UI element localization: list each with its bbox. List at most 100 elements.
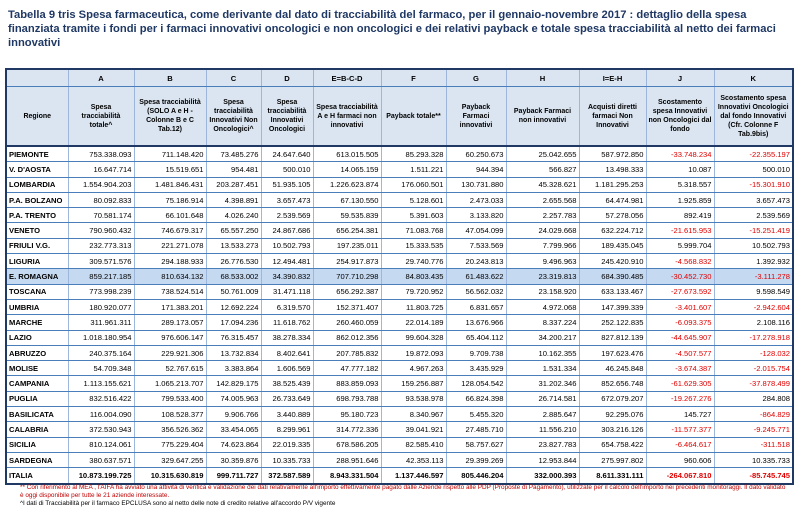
value-cell: 12.494.481 bbox=[260, 253, 313, 270]
value-cell: 11.556.210 bbox=[505, 421, 579, 438]
value-cell: 4.398.891 bbox=[205, 192, 261, 209]
value-cell: 10.087 bbox=[645, 161, 714, 178]
value-cell: 2.655.568 bbox=[505, 192, 579, 209]
value-cell: 380.637.571 bbox=[67, 452, 134, 469]
value-cell: 10.873.199.725 bbox=[67, 467, 134, 485]
region-cell: TOSCANA bbox=[5, 284, 68, 300]
value-cell: -4.568.832 bbox=[645, 253, 714, 270]
value-cell: 4.026.240 bbox=[205, 207, 261, 224]
region-cell: LOMBARDIA bbox=[5, 177, 68, 193]
value-cell: 678.586.205 bbox=[312, 437, 381, 453]
value-cell: 654.758.422 bbox=[578, 437, 646, 453]
column-letter: D bbox=[260, 68, 313, 87]
value-cell: 11.618.762 bbox=[260, 314, 313, 331]
column-letter: E=B-C-D bbox=[312, 68, 381, 87]
table-row: SICILIA 810.124.061 775.229.404 74.623.864 2… bbox=[5, 437, 794, 453]
value-cell: 656.254.381 bbox=[312, 222, 381, 239]
value-cell: 698.793.788 bbox=[312, 391, 381, 408]
table-row: VENETO 790.960.432 746.679.317 65.557.250 24… bbox=[5, 222, 794, 239]
value-cell: 10.315.630.819 bbox=[133, 467, 206, 485]
value-cell: 3.440.889 bbox=[260, 406, 313, 423]
value-cell: -17.278.918 bbox=[713, 330, 794, 346]
column-header: Scostamento spesa Innovativi Oncologici … bbox=[713, 86, 794, 147]
value-cell: 656.292.387 bbox=[312, 284, 381, 300]
value-cell: 17.094.236 bbox=[205, 314, 261, 331]
table-row: CAMPANIA 1.113.155.621 1.065.213.707 142.82… bbox=[5, 375, 794, 392]
value-cell: 2.539.569 bbox=[260, 207, 313, 224]
table-row: CALABRIA 372.530.943 356.526.362 33.454.065… bbox=[5, 421, 794, 438]
column-header: Spesa tracciabilità A e H farmaci non in… bbox=[312, 86, 381, 147]
value-cell: 57.278.056 bbox=[578, 207, 646, 224]
column-letter: I=E-H bbox=[578, 68, 646, 87]
value-cell: 954.481 bbox=[205, 161, 261, 178]
value-cell: 805.446.204 bbox=[445, 467, 506, 485]
table-row: UMBRIA 180.920.077 171.383.201 12.692.224 6.… bbox=[5, 299, 794, 316]
value-cell: 1.531.334 bbox=[505, 360, 579, 377]
value-cell: 2.885.647 bbox=[505, 406, 579, 423]
value-cell: 95.180.723 bbox=[312, 406, 381, 423]
value-cell: 16.647.714 bbox=[67, 161, 134, 178]
table-row: P.A. TRENTO 70.581.174 66.101.648 4.026.240… bbox=[5, 207, 794, 224]
value-cell: 11.803.725 bbox=[380, 299, 446, 316]
value-cell: 7.533.569 bbox=[445, 238, 506, 255]
value-cell: 26.714.581 bbox=[505, 391, 579, 408]
value-cell: 93.538.978 bbox=[380, 391, 446, 408]
cell bbox=[5, 68, 68, 87]
column-header: Spesa tracciabilità (SOLO A e H - Colonn… bbox=[133, 86, 206, 147]
value-cell: 566.827 bbox=[505, 161, 579, 178]
value-cell: 13.498.333 bbox=[578, 161, 646, 178]
value-cell: 356.526.362 bbox=[133, 421, 206, 438]
column-header: Spesa tracciabilità Innovativi Oncologic… bbox=[260, 86, 313, 147]
value-cell: 10.335.733 bbox=[713, 452, 794, 469]
value-cell: 65.557.250 bbox=[205, 222, 261, 239]
value-cell: 23.319.813 bbox=[505, 268, 579, 285]
region-cell: P.A. BOLZANO bbox=[5, 192, 68, 209]
value-cell: 23.158.920 bbox=[505, 284, 579, 300]
value-cell: 29.740.776 bbox=[380, 253, 446, 270]
value-cell: 60.250.673 bbox=[445, 146, 506, 163]
value-cell: 66.101.648 bbox=[133, 207, 206, 224]
value-cell: 10.335.733 bbox=[260, 452, 313, 469]
value-cell: 1.137.446.597 bbox=[380, 467, 446, 485]
column-header: Acquisti diretti farmaci Non Innovativi bbox=[578, 86, 646, 147]
value-cell: 810.634.132 bbox=[133, 268, 206, 285]
value-cell: 75.186.914 bbox=[133, 192, 206, 209]
value-cell: -6.093.375 bbox=[645, 314, 714, 331]
value-cell: 8.340.967 bbox=[380, 406, 446, 423]
value-cell: 1.554.904.203 bbox=[67, 177, 134, 193]
value-cell: 275.997.802 bbox=[578, 452, 646, 469]
value-cell: 66.824.398 bbox=[445, 391, 506, 408]
data-table: A B C D E=B-C-D F G H I=E-H J K Regione Spesa tracci… bbox=[5, 68, 794, 485]
value-cell: -44.645.907 bbox=[645, 330, 714, 346]
table-row: MARCHE 311.961.311 289.173.057 17.094.236 11… bbox=[5, 314, 794, 331]
region-cell: PUGLIA bbox=[5, 391, 68, 408]
table-row: ITALIA 10.873.199.725 10.315.630.819 999.71… bbox=[5, 467, 794, 485]
value-cell: 38.278.334 bbox=[260, 330, 313, 346]
value-cell: 613.015.505 bbox=[312, 146, 381, 163]
value-cell: 79.720.952 bbox=[380, 284, 446, 300]
value-cell: -61.629.305 bbox=[645, 375, 714, 392]
value-cell: 24.647.640 bbox=[260, 146, 313, 163]
value-cell: 9.906.766 bbox=[205, 406, 261, 423]
value-cell: 176.060.501 bbox=[380, 177, 446, 193]
value-cell: 707.710.298 bbox=[312, 268, 381, 285]
column-header: Payback totale** bbox=[380, 86, 446, 147]
value-cell: 13.732.834 bbox=[205, 345, 261, 362]
value-cell: 254.917.873 bbox=[312, 253, 381, 270]
value-cell: 500.010 bbox=[713, 161, 794, 178]
value-cell: 799.533.400 bbox=[133, 391, 206, 408]
header-row: Regione Spesa tracciabilità totale^ Spesa … bbox=[5, 86, 794, 147]
value-cell: 3.383.864 bbox=[205, 360, 261, 377]
column-header: Spesa tracciabilità totale^ bbox=[67, 86, 134, 147]
value-cell: 24.029.668 bbox=[505, 222, 579, 239]
value-cell: 372.587.589 bbox=[260, 467, 313, 485]
region-cell: PIEMONTE bbox=[5, 146, 68, 163]
value-cell: 22.014.189 bbox=[380, 314, 446, 331]
value-cell: -37.878.499 bbox=[713, 375, 794, 392]
column-letter: F bbox=[380, 68, 446, 87]
value-cell: 50.761.009 bbox=[205, 284, 261, 300]
value-cell: -21.615.953 bbox=[645, 222, 714, 239]
value-cell: 2.108.116 bbox=[713, 314, 794, 331]
value-cell: -3.674.387 bbox=[645, 360, 714, 377]
value-cell: 229.921.306 bbox=[133, 345, 206, 362]
